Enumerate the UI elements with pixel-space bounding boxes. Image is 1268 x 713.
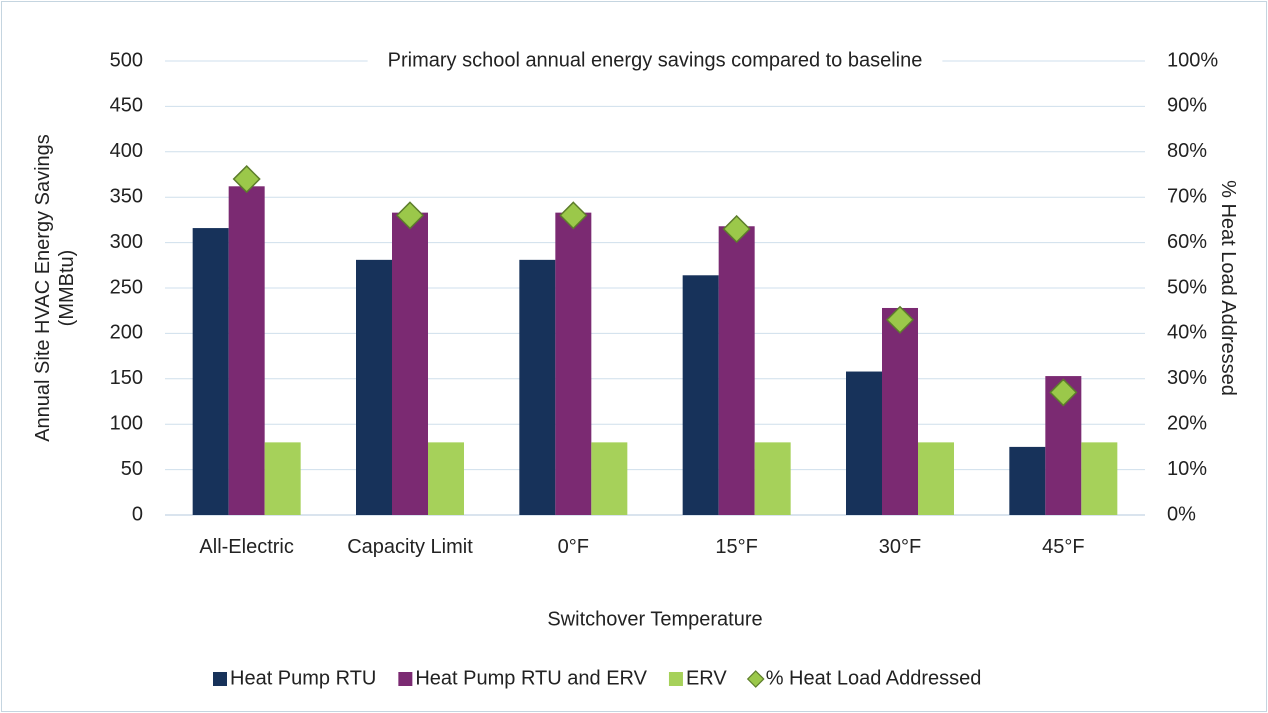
y-tick-label: 400 [110, 140, 143, 162]
x-tick-label: Capacity Limit [347, 536, 473, 558]
x-tick-label: All-Electric [199, 536, 294, 558]
bar [591, 442, 628, 515]
y2-tick-label: 70% [1167, 185, 1207, 207]
x-tick-label: 30°F [878, 536, 922, 558]
bar [555, 212, 592, 516]
legend-marker [746, 670, 765, 688]
marker [1049, 378, 1078, 407]
y2-axis-label: % Heat Load Addressed [1217, 180, 1239, 396]
legend-swatch [213, 672, 227, 686]
y-tick-label: 50 [121, 458, 143, 480]
bar [718, 226, 755, 516]
x-tick-label: 15°F [715, 536, 758, 558]
y-tick-label: 300 [110, 231, 143, 253]
bar [264, 442, 301, 515]
bar [754, 442, 791, 515]
marker [885, 305, 915, 334]
title-bg [367, 45, 943, 76]
chart-title: Primary school annual energy savings com… [388, 49, 923, 71]
y2-tick-label: 50% [1167, 276, 1207, 298]
y-tick-label: 450 [110, 95, 143, 117]
bar [392, 212, 428, 516]
marker [722, 214, 751, 244]
bar [356, 259, 392, 515]
bar [192, 228, 229, 515]
legend-label: ERV [686, 667, 727, 689]
y2-tick-label: 40% [1167, 322, 1207, 344]
x-tick-label: 45°F [1042, 536, 1085, 558]
bar [846, 371, 882, 515]
y-tick-label: 100 [110, 412, 143, 434]
bar [682, 275, 719, 515]
y2-tick-label: 100% [1167, 49, 1218, 71]
y-tick-label: 250 [110, 276, 143, 298]
y2-tick-label: 20% [1167, 412, 1207, 434]
legend-label: Heat Pump RTU and ERV [415, 667, 647, 689]
legend-swatch [398, 672, 413, 686]
y2-tick-label: 10% [1167, 458, 1207, 480]
legend-swatch [668, 672, 683, 686]
y2-tick-label: 90% [1167, 95, 1207, 117]
marker [559, 201, 588, 230]
bar [519, 259, 556, 515]
y-axis-label: Annual Site HVAC Energy Savings (MMBtu) [32, 134, 78, 442]
y-tick-label: 0 [132, 503, 143, 525]
bar [918, 442, 954, 515]
y2-tick-label: 60% [1167, 231, 1207, 253]
bar [428, 442, 464, 515]
legend-label: % Heat Load Addressed [766, 667, 982, 689]
y2-tick-label: 0% [1167, 503, 1196, 525]
y-tick-label: 500 [110, 49, 143, 71]
y-tick-label: 200 [110, 322, 143, 344]
bar [228, 186, 265, 515]
legend-label: Heat Pump RTU [230, 667, 376, 689]
bar [882, 307, 918, 515]
marker [395, 201, 425, 230]
bar [1009, 446, 1046, 515]
x-tick-label: 0°F [557, 536, 589, 558]
y-tick-label: 350 [110, 185, 143, 207]
x-axis-label: Switchover Temperature [547, 608, 762, 630]
bar [1081, 442, 1118, 515]
y2-tick-label: 80% [1167, 140, 1207, 162]
y2-tick-label: 30% [1167, 367, 1207, 389]
y-tick-label: 150 [110, 367, 143, 389]
marker [232, 164, 261, 194]
